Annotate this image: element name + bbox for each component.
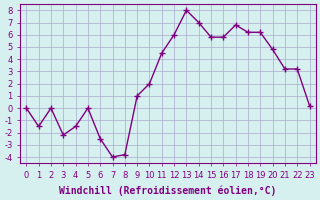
X-axis label: Windchill (Refroidissement éolien,°C): Windchill (Refroidissement éolien,°C) [59,185,276,196]
